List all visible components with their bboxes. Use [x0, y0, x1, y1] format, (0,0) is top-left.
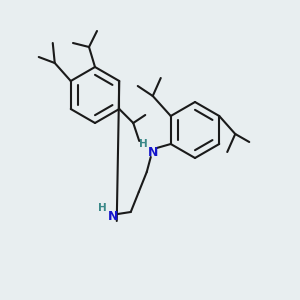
- Text: H: H: [140, 139, 148, 149]
- Text: H: H: [98, 203, 107, 213]
- Text: N: N: [108, 211, 118, 224]
- Text: N: N: [148, 146, 158, 158]
